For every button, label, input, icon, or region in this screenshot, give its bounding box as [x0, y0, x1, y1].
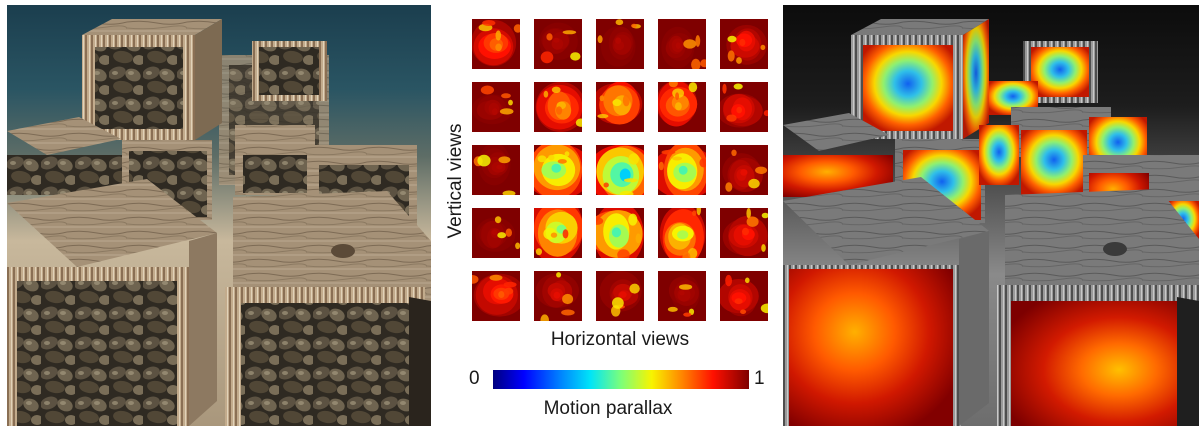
view-heatmap	[534, 19, 582, 69]
view-cell-r4-c5	[720, 208, 768, 258]
overlay-scene-illustration	[783, 19, 1199, 426]
view-cell-r5-c3	[596, 271, 644, 321]
crate-scene-illustration	[7, 19, 431, 426]
view-cell-r2-c1	[472, 82, 520, 132]
colorbar-title: Motion parallax	[543, 398, 673, 419]
view-heatmap	[596, 19, 644, 69]
motion-parallax-grid-panel: Vertical views Horizontal views 0 1 Moti…	[440, 5, 776, 426]
view-cell-r5-c1	[472, 271, 520, 321]
vertical-views-text: Vertical views	[445, 123, 466, 239]
view-heatmap	[472, 271, 520, 321]
view-heatmap	[658, 271, 706, 321]
view-heatmap	[472, 82, 520, 132]
view-heatmap	[596, 271, 644, 321]
view-grid	[472, 19, 768, 329]
view-heatmap	[720, 271, 768, 321]
view-heatmap	[534, 145, 582, 195]
colorbar-max-label: 1	[754, 368, 765, 389]
view-cell-r2-c5	[720, 82, 768, 132]
horizontal-views-label: Horizontal views	[550, 329, 690, 350]
view-cell-r4-c1	[472, 208, 520, 258]
view-cell-r2-c2	[534, 82, 582, 132]
view-heatmap	[658, 145, 706, 195]
view-cell-r3-c4	[658, 145, 706, 195]
view-cell-r1-c5	[720, 19, 768, 69]
colorbar	[493, 370, 749, 389]
view-heatmap	[720, 82, 768, 132]
view-cell-r1-c2	[534, 19, 582, 69]
view-cell-r4-c2	[534, 208, 582, 258]
view-heatmap	[720, 208, 768, 258]
view-heatmap	[472, 208, 520, 258]
view-heatmap	[658, 208, 706, 258]
view-cell-r1-c1	[472, 19, 520, 69]
view-heatmap	[658, 82, 706, 132]
view-heatmap	[472, 145, 520, 195]
view-heatmap	[658, 19, 706, 69]
view-heatmap	[534, 82, 582, 132]
view-heatmap	[720, 145, 768, 195]
view-cell-r5-c5	[720, 271, 768, 321]
view-cell-r5-c4	[658, 271, 706, 321]
view-heatmap	[720, 19, 768, 69]
view-cell-r5-c2	[534, 271, 582, 321]
view-heatmap	[596, 82, 644, 132]
view-heatmap	[596, 145, 644, 195]
view-cell-r3-c3	[596, 145, 644, 195]
colorbar-min-label: 0	[469, 368, 480, 389]
view-cell-r4-c4	[658, 208, 706, 258]
view-cell-r3-c2	[534, 145, 582, 195]
view-cell-r1-c4	[658, 19, 706, 69]
colorbar-row: 0 1	[440, 367, 776, 391]
view-cell-r2-c4	[658, 82, 706, 132]
view-cell-r3-c5	[720, 145, 768, 195]
view-cell-r4-c3	[596, 208, 644, 258]
view-cell-r2-c3	[596, 82, 644, 132]
view-heatmap	[472, 19, 520, 69]
view-cell-r1-c3	[596, 19, 644, 69]
view-heatmap	[534, 208, 582, 258]
scene-render-image	[7, 5, 431, 426]
view-cell-r3-c1	[472, 145, 520, 195]
view-heatmap	[534, 271, 582, 321]
view-heatmap	[596, 208, 644, 258]
parallax-overlay-image	[783, 5, 1199, 426]
